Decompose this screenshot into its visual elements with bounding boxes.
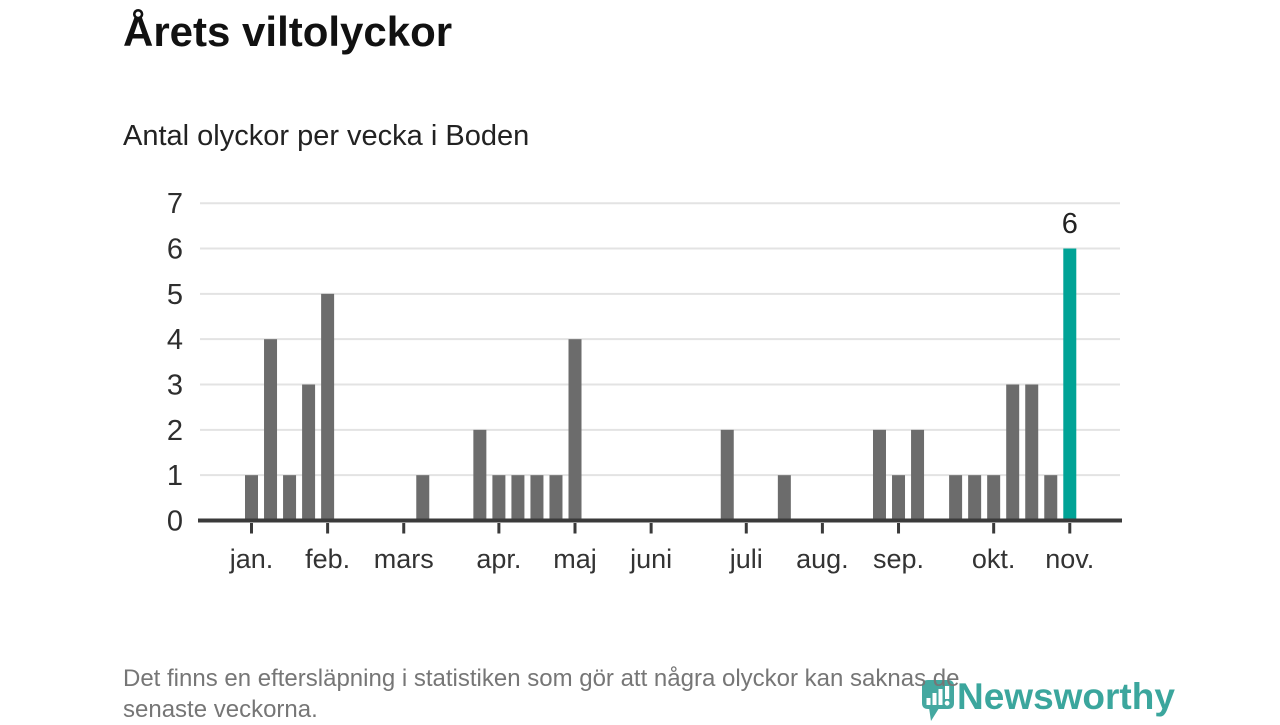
bar [321, 293, 335, 522]
x-tick-label: juli [729, 544, 763, 574]
bar [1044, 475, 1058, 522]
highlight-bar [1063, 248, 1077, 522]
bar [911, 429, 925, 522]
footer-note-line2: senaste veckorna. [123, 696, 318, 723]
bar [530, 475, 544, 522]
bar [872, 429, 886, 522]
bar [777, 475, 791, 522]
bar [892, 475, 906, 522]
y-tick-label: 1 [167, 460, 183, 492]
bar [283, 475, 297, 522]
bar [264, 339, 278, 522]
newsworthy-pin-barchart-icon [922, 680, 954, 721]
bar [416, 475, 430, 522]
x-tick-label: sep. [873, 544, 924, 574]
x-tick-label: mars [374, 544, 434, 574]
y-tick-label: 0 [167, 506, 183, 538]
bar [511, 475, 525, 522]
x-tick-label: aug. [796, 544, 849, 574]
chart-subtitle: Antal olyckor per vecka i Boden [123, 120, 530, 152]
x-tick-label: feb. [305, 544, 350, 574]
x-tick-label: apr. [476, 544, 521, 574]
y-tick-label: 6 [167, 234, 183, 266]
bar [549, 475, 563, 522]
bar [968, 475, 982, 522]
x-tick-label: nov. [1045, 544, 1094, 574]
bar [1025, 384, 1039, 522]
bar-value-annotation: 6 [1062, 208, 1078, 240]
bar [1006, 384, 1020, 522]
bar [949, 475, 963, 522]
y-tick-label: 2 [167, 415, 183, 447]
y-tick-label: 5 [167, 279, 183, 311]
bar [568, 339, 582, 522]
newsworthy-logo-text: Newsworthy [957, 676, 1175, 717]
footer-note: Det finns en eftersläpning i statistiken… [123, 663, 1153, 725]
x-tick-label: juni [629, 544, 672, 574]
bar [492, 475, 506, 522]
footer-note-line1: Det finns en eftersläpning i statistiken… [123, 665, 960, 692]
bar [245, 475, 258, 522]
y-tick-label: 7 [167, 188, 183, 220]
y-tick-label: 3 [167, 370, 183, 402]
bar [302, 384, 316, 522]
x-tick-label: okt. [972, 544, 1016, 574]
bar [720, 429, 734, 522]
bar [987, 475, 1001, 522]
page-title: Årets viltolyckor [123, 8, 453, 55]
x-tick-label: jan. [229, 544, 274, 574]
x-tick-label: maj [553, 544, 597, 574]
y-tick-label: 4 [167, 324, 183, 356]
bar [473, 429, 487, 522]
